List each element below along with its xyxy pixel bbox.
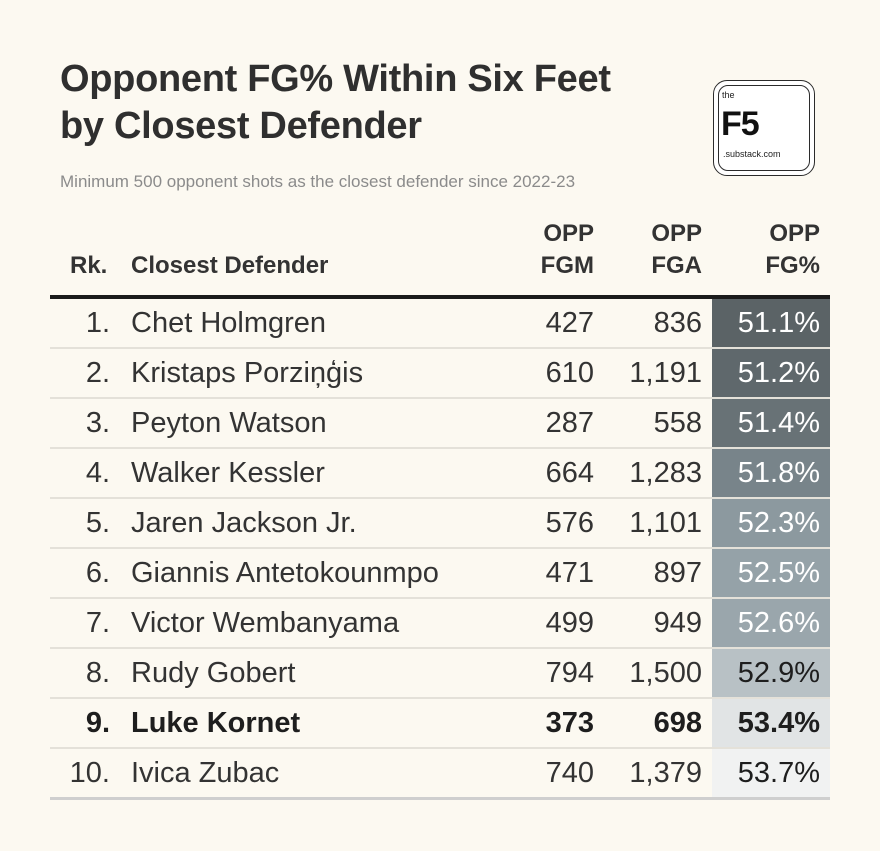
row-opp-fga: 698 — [653, 707, 702, 739]
table-row: 5. Jaren Jackson Jr. 576 1,101 52.3% — [50, 499, 830, 549]
row-opp-fg-pct: 51.1% — [712, 299, 830, 347]
table-header: Rk. Closest Defender OPP FGM OPP FGA OPP… — [50, 218, 830, 296]
row-opp-fgm: 471 — [545, 557, 594, 589]
table-row: 8. Rudy Gobert 794 1,500 52.9% — [50, 649, 830, 699]
row-opp-fg-pct: 52.9% — [712, 649, 830, 697]
logo-f5-text: F5 — [721, 105, 760, 143]
row-opp-fga: 1,101 — [629, 507, 702, 539]
row-rank: 6. — [85, 557, 110, 589]
row-rank: 7. — [85, 607, 110, 639]
header-opp-fg-pct-line1: OPP — [769, 220, 820, 247]
row-rank: 3. — [85, 407, 110, 439]
row-rank: 4. — [85, 457, 110, 489]
row-defender-name: Walker Kessler — [131, 457, 325, 489]
row-defender-name: Jaren Jackson Jr. — [131, 507, 357, 539]
row-opp-fga: 558 — [653, 407, 702, 439]
row-opp-fgm: 794 — [545, 657, 594, 689]
row-defender-name: Giannis Antetokounmpo — [131, 557, 439, 589]
row-opp-fga: 836 — [653, 307, 702, 339]
logo-domain-text: .substack.com — [723, 149, 781, 159]
row-opp-fg-pct: 51.2% — [712, 349, 830, 397]
table-row: 9. Luke Kornet 373 698 53.4% — [50, 699, 830, 749]
row-defender-name: Victor Wembanyama — [131, 607, 400, 639]
row-opp-fga: 1,500 — [629, 657, 702, 689]
row-opp-fga: 1,283 — [629, 457, 702, 489]
row-defender-name: Peyton Watson — [131, 407, 327, 439]
header-opp-fgm: OPP FGM — [541, 218, 594, 282]
chart-subtitle: Minimum 500 opponent shots as the closes… — [60, 172, 576, 191]
row-defender-name: Luke Kornet — [131, 707, 301, 739]
row-rank: 8. — [85, 657, 110, 689]
header-opp-fgm-line1: OPP — [543, 220, 594, 247]
header-opp-fga-line1: OPP — [651, 220, 702, 247]
row-opp-fga: 1,379 — [629, 757, 702, 789]
table-row: 1. Chet Holmgren 427 836 51.1% — [50, 299, 830, 349]
row-opp-fgm: 427 — [545, 307, 594, 339]
logo-inner-frame — [718, 85, 810, 171]
table-row: 2. Kristaps Porziņģis 610 1,191 51.2% — [50, 349, 830, 399]
row-rank: 9. — [85, 707, 110, 739]
chart-title: Opponent FG% Within Six Feet by Closest … — [60, 56, 700, 150]
row-opp-fgm: 740 — [545, 757, 594, 789]
table-row: 4. Walker Kessler 664 1,283 51.8% — [50, 449, 830, 499]
row-opp-fga: 949 — [653, 607, 702, 639]
row-opp-fgm: 576 — [545, 507, 594, 539]
header-divider — [50, 295, 830, 299]
row-defender-name: Rudy Gobert — [131, 657, 296, 689]
row-defender-name: Chet Holmgren — [131, 307, 327, 339]
table-row: 3. Peyton Watson 287 558 51.4% — [50, 399, 830, 449]
row-rank: 10. — [69, 757, 110, 789]
f5-logo: the F5 .substack.com — [713, 80, 815, 176]
table-body: 1. Chet Holmgren 427 836 51.1% 2. Kristaps Por… — [50, 299, 830, 800]
row-opp-fg-pct: 53.7% — [712, 749, 830, 797]
logo-the-text: the — [722, 90, 735, 100]
header-rank: Rk. — [70, 252, 108, 279]
row-opp-fg-pct: 51.8% — [712, 449, 830, 497]
row-opp-fgm: 499 — [545, 607, 594, 639]
row-opp-fg-pct: 53.4% — [712, 699, 830, 747]
row-opp-fga: 1,191 — [629, 357, 702, 389]
table-row: 10. Ivica Zubac 740 1,379 53.7% — [50, 749, 830, 800]
header-opp-fg-pct-line2: FG% — [765, 252, 820, 279]
header-opp-fgm-line2: FGM — [540, 252, 594, 279]
row-opp-fgm: 664 — [545, 457, 594, 489]
table-row: 7. Victor Wembanyama 499 949 52.6% — [50, 599, 830, 649]
header-defender: Closest Defender — [131, 252, 329, 279]
row-opp-fgm: 287 — [545, 407, 594, 439]
row-defender-name: Ivica Zubac — [131, 757, 280, 789]
table-row: 6. Giannis Antetokounmpo 471 897 52.5% — [50, 549, 830, 599]
row-opp-fga: 897 — [653, 557, 702, 589]
row-opp-fgm: 610 — [545, 357, 594, 389]
header-opp-fga: OPP FGA — [651, 218, 702, 282]
header-opp-fg-pct: OPP FG% — [765, 218, 820, 282]
row-opp-fg-pct: 52.5% — [712, 549, 830, 597]
title-line-2: by Closest Defender — [60, 105, 422, 147]
row-rank: 5. — [85, 507, 110, 539]
row-opp-fg-pct: 52.6% — [712, 599, 830, 647]
row-defender-name: Kristaps Porziņģis — [131, 357, 364, 389]
row-rank: 2. — [85, 357, 110, 389]
row-opp-fg-pct: 52.3% — [712, 499, 830, 547]
header-opp-fga-line2: FGA — [651, 252, 702, 279]
title-line-1: Opponent FG% Within Six Feet — [60, 58, 611, 100]
row-opp-fg-pct: 51.4% — [712, 399, 830, 447]
row-rank: 1. — [85, 307, 110, 339]
row-opp-fgm: 373 — [545, 707, 594, 739]
